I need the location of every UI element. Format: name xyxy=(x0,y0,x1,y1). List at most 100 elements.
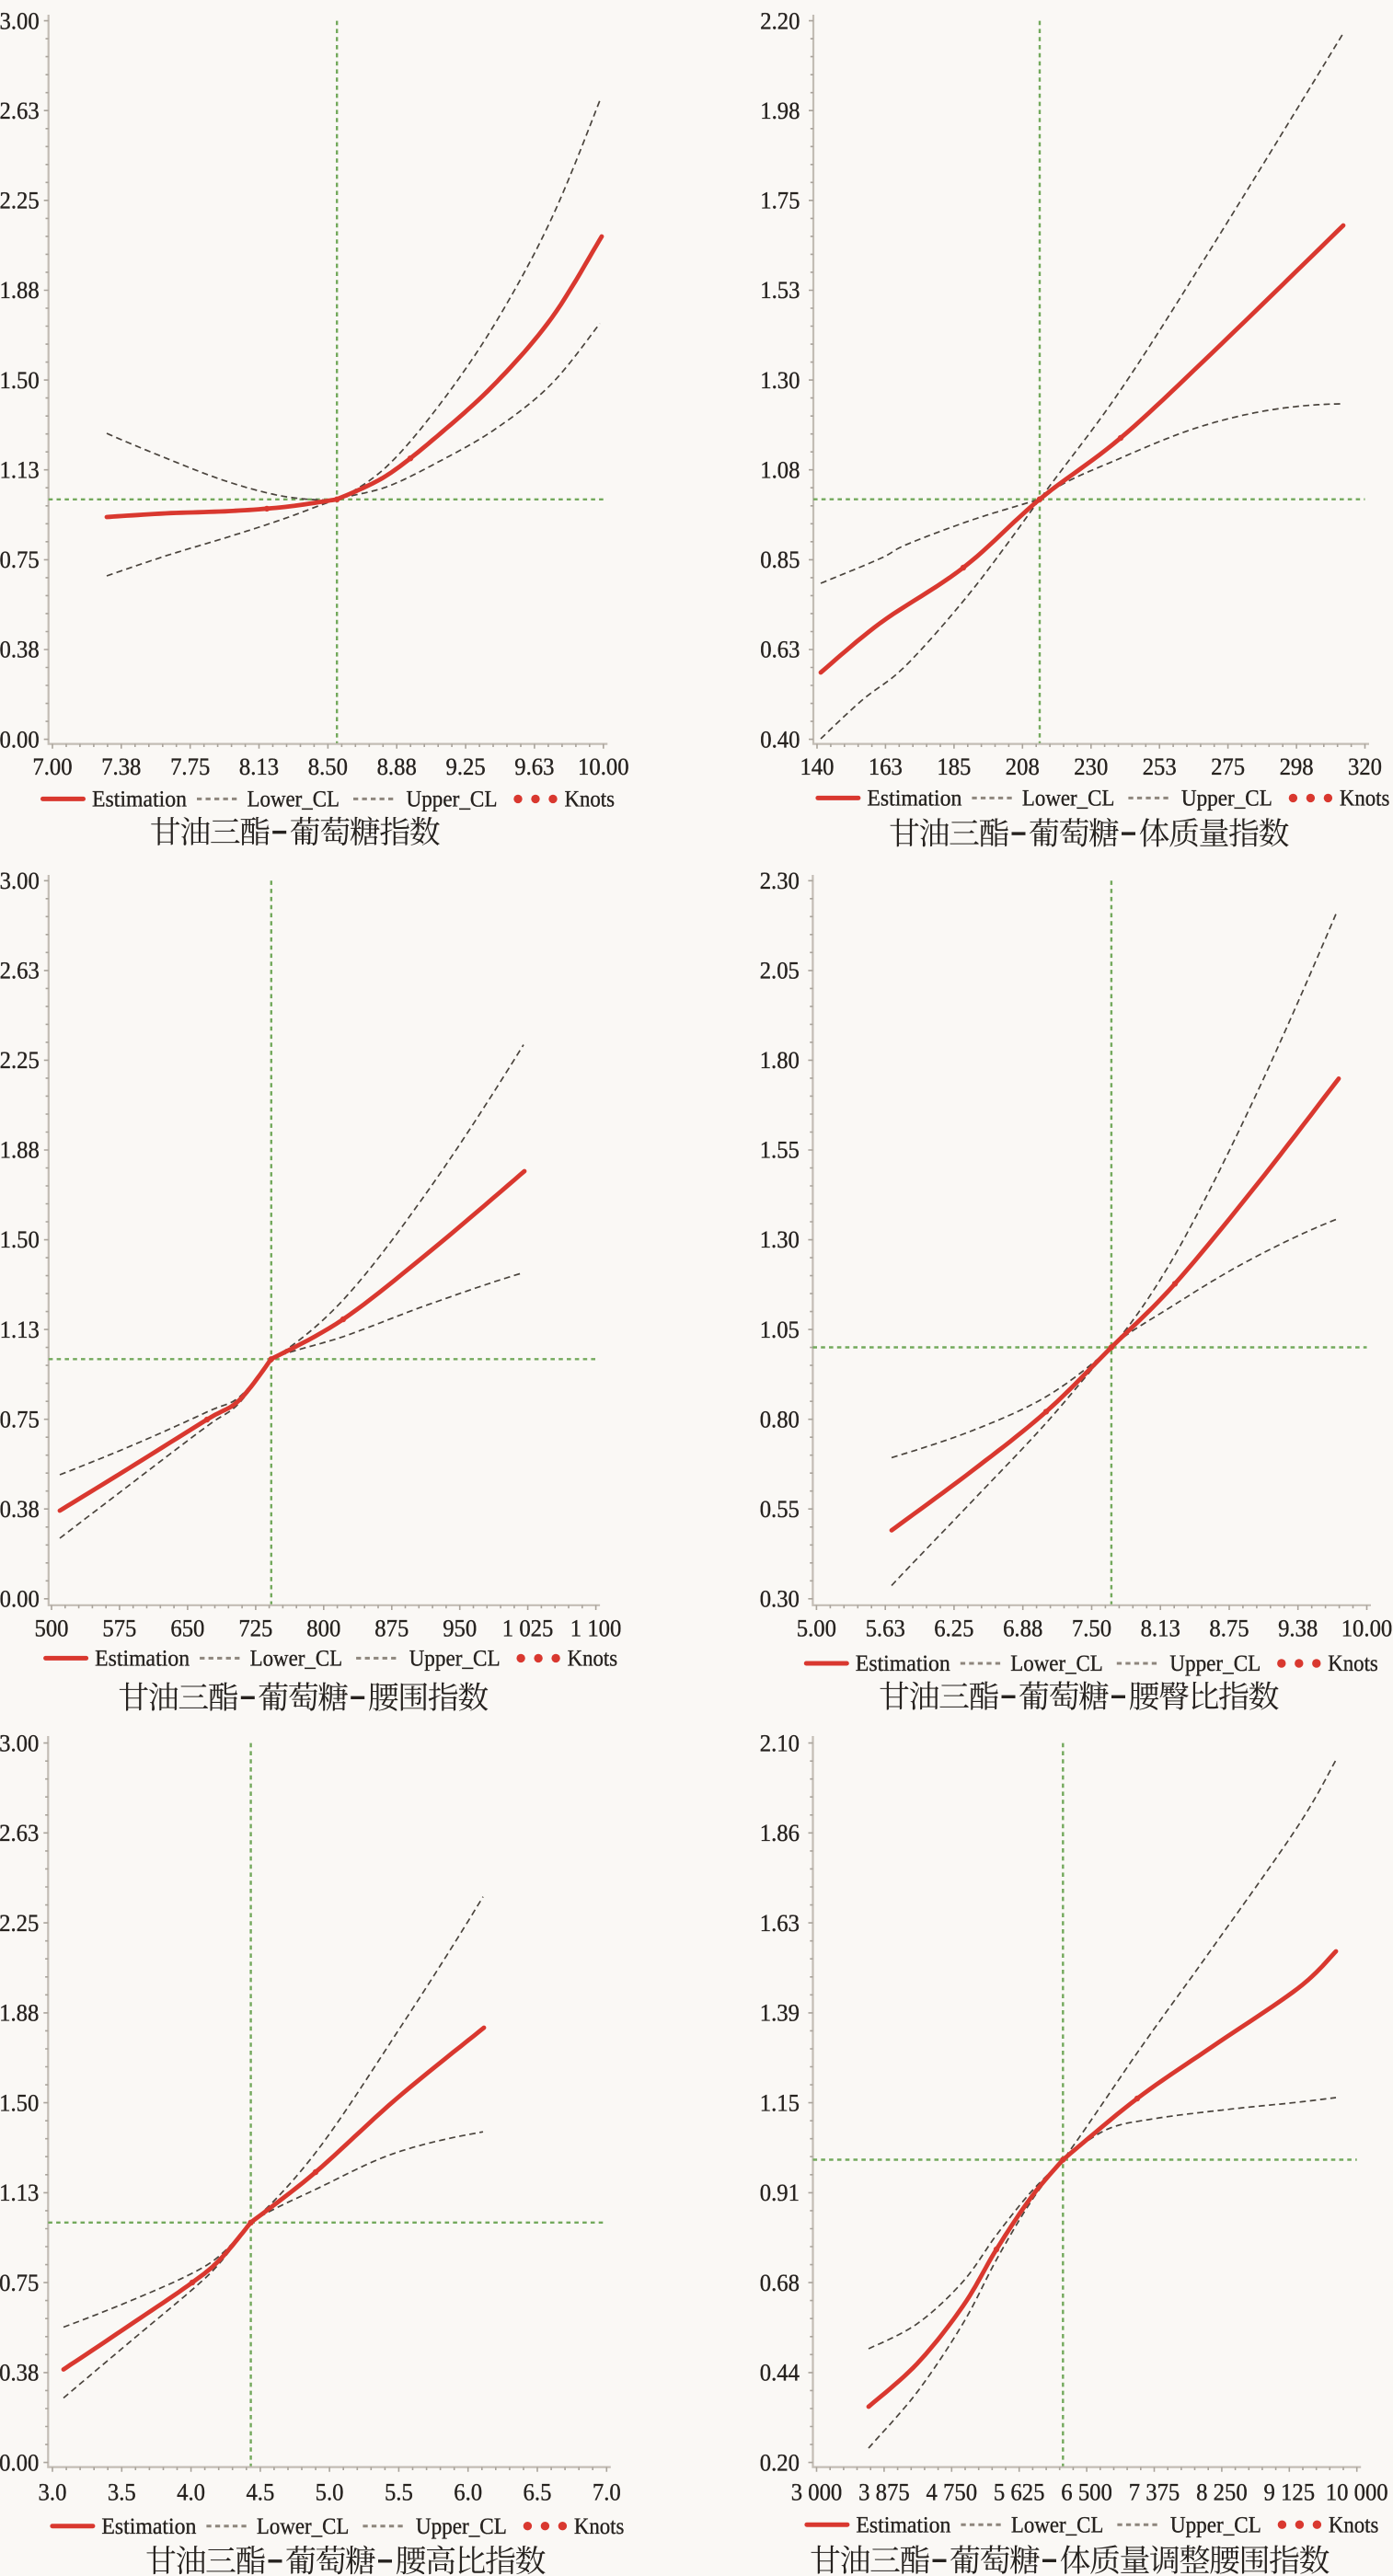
svg-text:7.38: 7.38 xyxy=(101,753,141,780)
svg-text:1.13: 1.13 xyxy=(0,2179,39,2206)
svg-text:0.30: 0.30 xyxy=(760,1586,800,1613)
svg-text:0.85: 0.85 xyxy=(760,546,800,573)
svg-text:1.05: 1.05 xyxy=(760,1317,800,1343)
svg-text:4 750: 4 750 xyxy=(927,2479,978,2506)
svg-text:3.0: 3.0 xyxy=(39,2479,67,2506)
svg-text:9 125: 9 125 xyxy=(1264,2479,1316,2506)
svg-text:10 000: 10 000 xyxy=(1326,2479,1388,2506)
svg-text:230: 230 xyxy=(1074,753,1108,780)
svg-text:Upper_CL: Upper_CL xyxy=(416,2514,507,2539)
svg-text:Lower_CL: Lower_CL xyxy=(1010,1651,1103,1676)
svg-text:1.86: 1.86 xyxy=(760,1820,800,1846)
svg-text:0.44: 0.44 xyxy=(760,2360,800,2386)
svg-text:0.55: 0.55 xyxy=(760,1496,800,1523)
svg-text:Knots: Knots xyxy=(574,2514,625,2539)
svg-text:650: 650 xyxy=(170,1616,204,1642)
svg-text:2.05: 2.05 xyxy=(760,958,800,984)
svg-text:2.25: 2.25 xyxy=(0,188,40,214)
svg-text:8.88: 8.88 xyxy=(377,753,417,780)
svg-text:Knots: Knots xyxy=(1328,1651,1378,1676)
svg-text:Estimation: Estimation xyxy=(856,2513,950,2537)
svg-text:298: 298 xyxy=(1280,753,1314,780)
svg-text:0.20: 0.20 xyxy=(760,2449,800,2476)
svg-text:2.63: 2.63 xyxy=(0,98,40,124)
svg-text:2.25: 2.25 xyxy=(0,1047,40,1074)
svg-text:9.25: 9.25 xyxy=(446,753,486,780)
svg-text:7.0: 7.0 xyxy=(593,2479,621,2506)
svg-text:7.00: 7.00 xyxy=(32,753,72,780)
svg-text:7.50: 7.50 xyxy=(1072,1616,1111,1642)
svg-text:Upper_CL: Upper_CL xyxy=(407,788,498,812)
svg-text:725: 725 xyxy=(238,1616,272,1642)
svg-text:5.63: 5.63 xyxy=(866,1616,905,1642)
svg-text:3.5: 3.5 xyxy=(108,2479,136,2506)
svg-text:3.00: 3.00 xyxy=(0,1730,39,1756)
svg-text:1.30: 1.30 xyxy=(760,1226,800,1253)
svg-text:0.63: 0.63 xyxy=(760,637,800,663)
svg-text:Estimation: Estimation xyxy=(92,788,187,812)
svg-text:2.10: 2.10 xyxy=(760,1730,800,1756)
svg-text:0.00: 0.00 xyxy=(0,2449,39,2476)
svg-text:0.40: 0.40 xyxy=(760,726,800,753)
svg-text:3 000: 3 000 xyxy=(791,2479,843,2506)
svg-text:1.88: 1.88 xyxy=(0,277,40,304)
svg-text:0.00: 0.00 xyxy=(0,1586,40,1613)
svg-text:Estimation: Estimation xyxy=(867,787,961,811)
svg-text:9.63: 9.63 xyxy=(514,753,554,780)
svg-text:320: 320 xyxy=(1348,753,1382,780)
svg-text:0.75: 0.75 xyxy=(0,546,40,573)
svg-text:253: 253 xyxy=(1143,753,1177,780)
svg-text:875: 875 xyxy=(374,1616,409,1642)
svg-text:Lower_CL: Lower_CL xyxy=(248,788,340,812)
svg-text:7 375: 7 375 xyxy=(1129,2479,1180,2506)
svg-text:Knots: Knots xyxy=(568,1647,618,1672)
svg-text:6.0: 6.0 xyxy=(454,2479,482,2506)
svg-text:8.75: 8.75 xyxy=(1209,1616,1249,1642)
svg-text:9.38: 9.38 xyxy=(1278,1616,1318,1642)
svg-text:500: 500 xyxy=(35,1616,69,1642)
svg-text:2.63: 2.63 xyxy=(0,958,40,984)
svg-text:1.88: 1.88 xyxy=(0,1137,40,1164)
svg-text:0.68: 0.68 xyxy=(760,2270,800,2296)
svg-text:2.25: 2.25 xyxy=(0,1910,39,1937)
svg-text:1.55: 1.55 xyxy=(760,1137,800,1164)
svg-text:10.00: 10.00 xyxy=(1341,1616,1393,1642)
svg-text:2.20: 2.20 xyxy=(760,7,800,34)
svg-text:208: 208 xyxy=(1006,753,1040,780)
svg-text:950: 950 xyxy=(443,1616,477,1642)
svg-text:Estimation: Estimation xyxy=(856,1651,950,1676)
svg-text:140: 140 xyxy=(800,753,835,780)
svg-text:185: 185 xyxy=(937,753,971,780)
svg-text:1.30: 1.30 xyxy=(760,367,800,394)
svg-text:1.88: 1.88 xyxy=(0,2000,39,2027)
svg-text:1 025: 1 025 xyxy=(502,1616,554,1642)
svg-text:Lower_CL: Lower_CL xyxy=(257,2514,350,2539)
svg-text:275: 275 xyxy=(1211,753,1245,780)
svg-text:5 625: 5 625 xyxy=(994,2479,1045,2506)
svg-text:7.75: 7.75 xyxy=(170,753,210,780)
svg-text:0.00: 0.00 xyxy=(0,726,40,753)
svg-text:0.38: 0.38 xyxy=(0,637,40,663)
svg-text:1.75: 1.75 xyxy=(760,188,800,214)
svg-text:Upper_CL: Upper_CL xyxy=(1170,2513,1261,2537)
svg-text:800: 800 xyxy=(306,1616,340,1642)
svg-text:Estimation: Estimation xyxy=(101,2514,196,2539)
svg-text:Upper_CL: Upper_CL xyxy=(1169,1651,1261,1676)
svg-text:1.80: 1.80 xyxy=(760,1047,800,1074)
svg-text:1.63: 1.63 xyxy=(760,1910,800,1937)
svg-text:Knots: Knots xyxy=(1329,2513,1379,2537)
svg-text:1.08: 1.08 xyxy=(760,456,800,483)
svg-text:8 250: 8 250 xyxy=(1196,2479,1248,2506)
svg-text:0.75: 0.75 xyxy=(0,1406,40,1432)
svg-text:Upper_CL: Upper_CL xyxy=(409,1647,501,1672)
svg-text:2.63: 2.63 xyxy=(0,1820,39,1846)
svg-text:5.00: 5.00 xyxy=(797,1616,836,1642)
svg-text:Lower_CL: Lower_CL xyxy=(1022,787,1115,811)
svg-text:1.53: 1.53 xyxy=(760,277,800,304)
svg-text:1.98: 1.98 xyxy=(760,98,800,124)
svg-text:0.38: 0.38 xyxy=(0,2360,39,2386)
svg-text:10.00: 10.00 xyxy=(578,753,629,780)
svg-text:Knots: Knots xyxy=(565,788,616,812)
svg-text:6.88: 6.88 xyxy=(1003,1616,1042,1642)
svg-text:1.50: 1.50 xyxy=(0,367,40,394)
